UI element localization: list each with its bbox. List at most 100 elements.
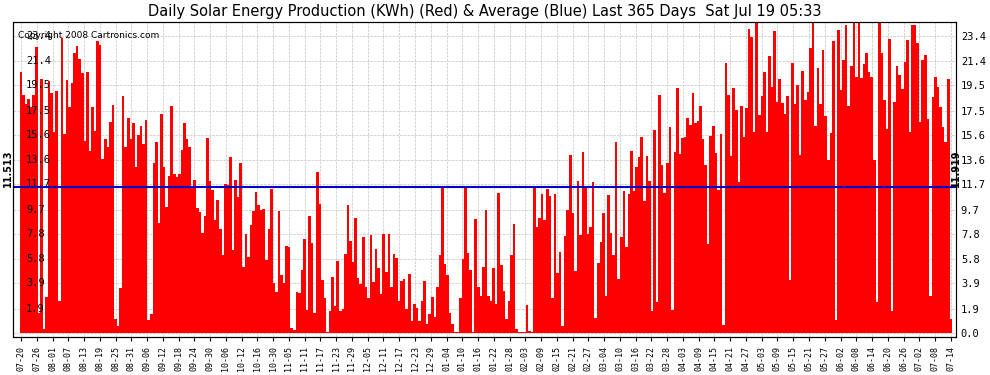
Bar — [308, 216, 311, 333]
Bar — [521, 332, 523, 333]
Bar — [576, 181, 579, 333]
Bar — [940, 107, 941, 333]
Bar — [89, 151, 91, 333]
Bar — [558, 252, 561, 333]
Bar — [650, 312, 653, 333]
Bar — [188, 147, 191, 333]
Bar — [862, 64, 865, 333]
Bar — [259, 210, 262, 333]
Bar — [699, 106, 702, 333]
Bar — [728, 95, 730, 333]
Bar — [579, 235, 582, 333]
Text: 11.7: 11.7 — [26, 179, 51, 189]
Bar — [809, 48, 812, 333]
Text: 9.7: 9.7 — [26, 205, 45, 215]
Bar — [528, 331, 531, 333]
Bar — [855, 77, 857, 333]
Bar — [377, 268, 380, 333]
Text: 11.919: 11.919 — [951, 149, 961, 187]
Bar — [917, 43, 919, 333]
Bar — [248, 257, 249, 333]
Bar — [802, 71, 804, 333]
Bar — [288, 248, 290, 333]
Bar — [120, 288, 122, 333]
Bar — [324, 298, 327, 333]
Bar — [245, 234, 248, 333]
Bar — [796, 85, 799, 333]
Text: 15.6: 15.6 — [26, 130, 51, 140]
Bar — [548, 196, 551, 333]
Bar — [339, 311, 342, 333]
Bar — [267, 230, 270, 333]
Bar — [403, 279, 406, 333]
Bar — [648, 181, 650, 333]
Bar — [817, 68, 820, 333]
Bar — [285, 246, 288, 333]
Bar — [906, 40, 909, 333]
Bar — [789, 280, 791, 333]
Bar — [327, 332, 329, 333]
Bar — [783, 114, 786, 333]
Bar — [949, 319, 952, 333]
Bar — [694, 123, 697, 333]
Bar — [673, 152, 676, 333]
Bar — [369, 235, 372, 333]
Bar — [170, 105, 173, 333]
Bar — [30, 107, 33, 333]
Bar — [497, 192, 500, 333]
Bar — [485, 210, 487, 333]
Bar — [58, 301, 60, 333]
Bar — [20, 72, 22, 333]
Bar — [421, 301, 424, 333]
Bar — [487, 296, 490, 333]
Bar — [534, 188, 536, 333]
Bar — [393, 254, 395, 333]
Bar — [81, 73, 83, 333]
Bar — [418, 321, 421, 333]
Bar — [479, 296, 482, 333]
Bar — [22, 94, 25, 333]
Text: 17.5: 17.5 — [26, 106, 51, 116]
Bar — [723, 325, 725, 333]
Bar — [720, 134, 723, 333]
Bar — [602, 213, 605, 333]
Bar — [109, 122, 112, 333]
Bar — [875, 302, 878, 333]
Bar — [807, 92, 809, 333]
Bar — [689, 125, 692, 333]
Bar — [765, 132, 768, 333]
Bar — [541, 194, 544, 333]
Bar — [94, 131, 96, 333]
Bar — [574, 271, 576, 333]
Bar — [301, 270, 303, 333]
Bar — [868, 72, 870, 333]
Bar — [293, 330, 296, 333]
Bar — [658, 95, 661, 333]
Bar — [500, 265, 503, 333]
Bar — [715, 153, 717, 333]
Bar — [820, 104, 822, 333]
Text: 3.9: 3.9 — [26, 279, 45, 288]
Bar — [564, 236, 566, 333]
Text: 13.6: 13.6 — [26, 155, 51, 165]
Bar — [63, 134, 65, 333]
Bar — [439, 255, 442, 333]
Bar — [932, 98, 935, 333]
Bar — [830, 133, 832, 333]
Bar — [893, 102, 896, 333]
Bar — [492, 267, 495, 333]
Bar — [242, 267, 245, 333]
Bar — [132, 123, 135, 333]
Bar — [922, 60, 924, 333]
Bar — [334, 306, 337, 333]
Bar — [794, 105, 796, 333]
Bar — [345, 254, 346, 333]
Bar — [733, 88, 735, 333]
Bar — [73, 53, 76, 333]
Bar — [416, 308, 418, 333]
Bar — [704, 165, 707, 333]
Bar — [411, 321, 413, 333]
Bar — [947, 79, 949, 333]
Bar — [773, 32, 776, 333]
Bar — [222, 255, 224, 333]
